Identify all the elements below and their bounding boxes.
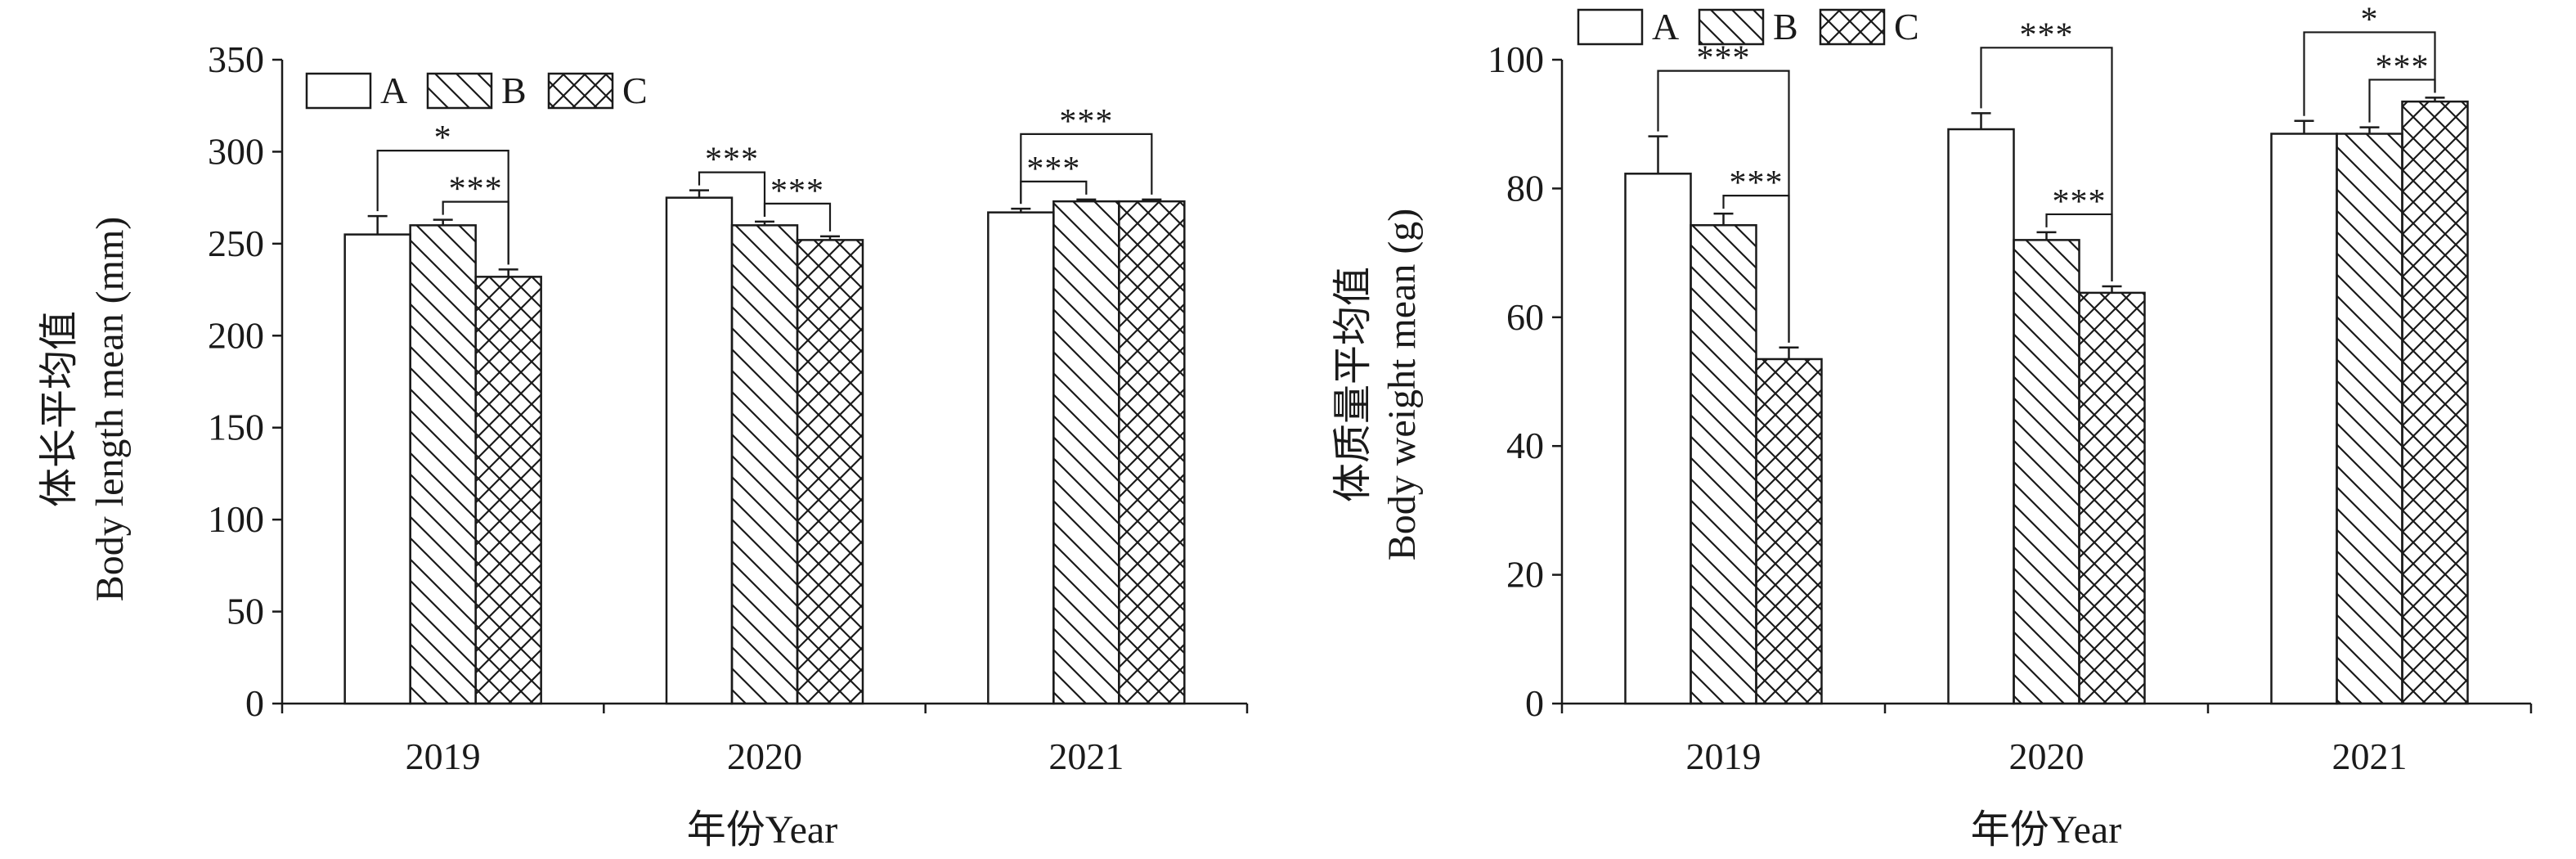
y-tick-label: 0 — [1525, 682, 1544, 724]
x-tick-label: 2019 — [406, 735, 481, 777]
significance-bracket — [2045, 213, 2113, 282]
bar — [343, 233, 411, 705]
bar — [2401, 100, 2469, 705]
y-axis-title: Body weight mean (g) — [1380, 209, 1424, 561]
y-tick-label: 20 — [1506, 554, 1544, 596]
chart-body-length: 体长平均值 Body length mean (mm) 年份Year 0 50 10… — [38, 38, 1249, 852]
significance-label: *** — [1059, 103, 1113, 141]
bar — [796, 239, 864, 705]
bar — [2270, 133, 2338, 705]
significance-bracket — [1020, 133, 1153, 205]
chart-body-weight: 体质量平均值 Body weight mean (g) 年份Year 0 20 40… — [1331, 1, 2533, 852]
bar — [730, 224, 799, 705]
significance-bracket — [763, 202, 832, 232]
bar — [1118, 200, 1186, 705]
legend-swatch — [1819, 8, 1886, 46]
y-tick-label: 0 — [245, 682, 264, 724]
legend-label: A — [1652, 6, 1679, 47]
y-tick-label: 250 — [208, 223, 264, 264]
significance-bracket — [1980, 47, 2113, 282]
legend-swatch — [426, 72, 493, 110]
bar — [987, 211, 1055, 705]
bar — [409, 224, 477, 705]
legend: A B C — [305, 70, 648, 111]
bar — [1755, 358, 1823, 705]
significance-bracket — [1722, 194, 1790, 343]
significance-label: *** — [1730, 164, 1784, 202]
x-tick-label: 2021 — [1048, 735, 1124, 777]
x-axis-title: 年份Year — [1971, 808, 2121, 852]
significance-bracket — [2368, 79, 2436, 123]
bar — [1052, 200, 1120, 705]
bar — [1690, 224, 1757, 705]
legend-label: C — [622, 70, 648, 111]
significance-label: *** — [2053, 183, 2107, 221]
significance-bracket — [698, 171, 766, 217]
bar — [665, 196, 734, 705]
significance-label: *** — [705, 142, 759, 179]
bar — [1624, 173, 1692, 705]
legend: A B C — [1577, 6, 1919, 47]
x-tick-label: 2020 — [2009, 735, 2085, 777]
x-tick-label: 2020 — [727, 735, 802, 777]
y-tick-label: 350 — [208, 38, 264, 80]
significance-bracket — [442, 200, 509, 265]
legend-swatch — [1698, 8, 1765, 46]
legend-label: A — [380, 70, 407, 111]
x-tick-label: 2019 — [1686, 735, 1761, 777]
bar — [1947, 128, 2015, 705]
significance-label: *** — [2376, 48, 2430, 86]
legend-swatch — [547, 72, 614, 110]
x-tick-label: 2021 — [2332, 735, 2408, 777]
y-axis-title: Body length mean (mm) — [88, 217, 132, 602]
legend-label: C — [1894, 6, 1919, 47]
y-axis-title-cn: 体长平均值 — [38, 311, 81, 507]
y-tick-label: 40 — [1506, 425, 1544, 466]
y-tick-label: 100 — [1488, 38, 1544, 80]
legend-label: B — [1773, 6, 1798, 47]
y-tick-label: 150 — [208, 407, 264, 448]
significance-label: *** — [2020, 16, 2074, 54]
significance-label: *** — [1697, 40, 1751, 78]
x-axis-title: 年份Year — [687, 808, 837, 852]
legend-label: B — [501, 70, 527, 111]
significance-label: * — [434, 119, 452, 157]
y-tick-label: 100 — [208, 498, 264, 540]
y-tick-label: 80 — [1506, 167, 1544, 209]
bar — [2013, 239, 2080, 705]
significance-bracket — [2303, 31, 2436, 116]
bar — [474, 276, 542, 705]
legend-swatch — [1577, 8, 1644, 46]
y-tick-label: 60 — [1506, 296, 1544, 338]
significance-label: * — [2361, 1, 2379, 38]
significance-label: *** — [770, 173, 824, 210]
bar — [2336, 133, 2403, 705]
y-tick-label: 300 — [208, 130, 264, 172]
legend-swatch — [305, 72, 372, 110]
y-tick-label: 200 — [208, 314, 264, 356]
bar — [2078, 291, 2146, 705]
significance-label: *** — [1026, 151, 1080, 188]
significance-label: *** — [449, 171, 503, 209]
y-axis-title-cn: 体质量平均值 — [1331, 267, 1375, 502]
y-tick-label: 50 — [227, 591, 264, 632]
significance-bracket — [1020, 180, 1088, 205]
